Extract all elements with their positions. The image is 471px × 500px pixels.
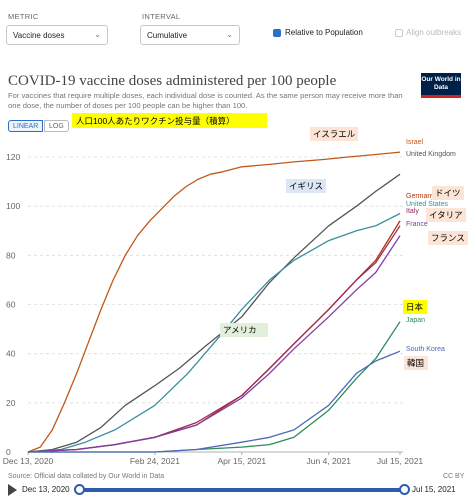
line-chart: 0 20 40 60 80 100 120 Dec 13, 2020 Feb 24, 2021… xyxy=(3,127,468,466)
logo-accent xyxy=(421,95,461,98)
metric-select[interactable]: Vaccine doses ⌄ xyxy=(6,25,108,45)
series-label[interactable]: France xyxy=(406,221,428,228)
x-tick-label: Jul 15, 2021 xyxy=(377,456,424,466)
japanese-label: イギリス xyxy=(289,181,323,191)
japanese-label: イタリア xyxy=(429,210,463,220)
align-checkbox[interactable] xyxy=(395,29,403,37)
japanese-label: 日本 xyxy=(406,302,424,312)
series-line-south-korea[interactable] xyxy=(28,350,401,453)
timeline-start-date: Dec 13, 2020 xyxy=(22,485,70,494)
japanese-label-bg xyxy=(310,127,358,141)
japanese-label-bg xyxy=(428,231,468,245)
timeline-end-date: Jul 15, 2021 xyxy=(412,485,456,494)
series-label[interactable]: United Kingdom xyxy=(406,151,456,158)
series-line-united-kingdom[interactable] xyxy=(27,173,401,453)
timeline-end-handle[interactable] xyxy=(399,484,410,495)
metric-label: METRIC xyxy=(8,12,39,21)
japanese-label: アメリカ xyxy=(223,325,257,335)
japanese-label: フランス xyxy=(431,233,465,243)
series-label[interactable]: Israel xyxy=(406,139,424,146)
license-note[interactable]: CC BY xyxy=(443,473,465,480)
align-label: Align outbreaks xyxy=(406,28,462,37)
japanese-label-bg xyxy=(286,179,326,193)
metric-value: Vaccine doses xyxy=(13,31,65,40)
series-line-france[interactable] xyxy=(27,235,401,453)
y-tick-label: 60 xyxy=(6,300,16,310)
series-label[interactable]: Japan xyxy=(406,317,425,324)
japanese-label-bg xyxy=(432,186,464,200)
y-tick-label: 120 xyxy=(6,152,20,162)
series-label[interactable]: United States xyxy=(406,201,449,208)
japanese-title-note: 人口100人あたりワクチン投与量（積算） xyxy=(72,113,267,128)
series-label[interactable]: Germany xyxy=(406,193,435,200)
y-axis-ticks: 0 20 40 60 80 100 120 xyxy=(6,152,20,457)
japanese-label-bg xyxy=(403,300,427,314)
series-lines xyxy=(27,151,401,453)
japanese-label: ドイツ xyxy=(435,188,461,198)
chart-subtitle: For vaccines that require multiple doses… xyxy=(8,91,403,110)
relative-checkbox[interactable] xyxy=(273,29,281,37)
x-tick-label: Jun 4, 2021 xyxy=(307,456,352,466)
series-label[interactable]: Italy xyxy=(406,208,419,215)
chevron-down-icon: ⌄ xyxy=(94,30,101,39)
x-tick-label: Feb 24, 2021 xyxy=(130,456,180,466)
owid-logo[interactable]: Our World in Data xyxy=(421,73,461,95)
x-tick-label: Dec 13, 2020 xyxy=(3,456,54,466)
japanese-label-bg xyxy=(404,356,428,370)
interval-select[interactable]: Cumulative ⌄ xyxy=(140,25,240,45)
relative-label: Relative to Population xyxy=(285,28,363,37)
x-tick-label: Apr 15, 2021 xyxy=(217,456,266,466)
timeline-track[interactable] xyxy=(80,488,404,492)
y-tick-label: 40 xyxy=(6,349,16,359)
controls-bar: METRIC Vaccine doses ⌄ INTERVAL Cumulati… xyxy=(0,0,471,56)
y-tick-label: 80 xyxy=(6,250,16,260)
chevron-down-icon: ⌄ xyxy=(226,30,233,39)
y-tick-label: 20 xyxy=(6,398,16,408)
source-note[interactable]: Source: Official data collated by Our Wo… xyxy=(8,473,165,480)
series-label[interactable]: South Korea xyxy=(406,346,445,353)
series-line-united-states[interactable] xyxy=(27,212,401,453)
y-tick-label: 100 xyxy=(6,201,20,211)
japanese-label-bg xyxy=(220,323,268,337)
interval-value: Cumulative xyxy=(147,31,188,40)
timeline-start-handle[interactable] xyxy=(74,484,85,495)
x-axis-ticks: Dec 13, 2020 Feb 24, 2021 Apr 15, 2021 Jun … xyxy=(3,452,424,466)
interval-label: INTERVAL xyxy=(142,12,181,21)
japanese-label-bg xyxy=(426,208,466,222)
log-scale-button[interactable]: LOG xyxy=(44,120,69,132)
linear-scale-button[interactable]: LINEAR xyxy=(8,120,44,132)
series-line-israel[interactable] xyxy=(27,151,401,453)
japanese-label: 韓国 xyxy=(407,358,424,368)
chart-title: COVID-19 vaccine doses administered per … xyxy=(8,73,337,89)
japanese-label: イスラエル xyxy=(313,129,356,139)
grid xyxy=(28,156,403,453)
y-tick-label: 0 xyxy=(6,447,11,457)
play-icon[interactable] xyxy=(8,484,17,496)
